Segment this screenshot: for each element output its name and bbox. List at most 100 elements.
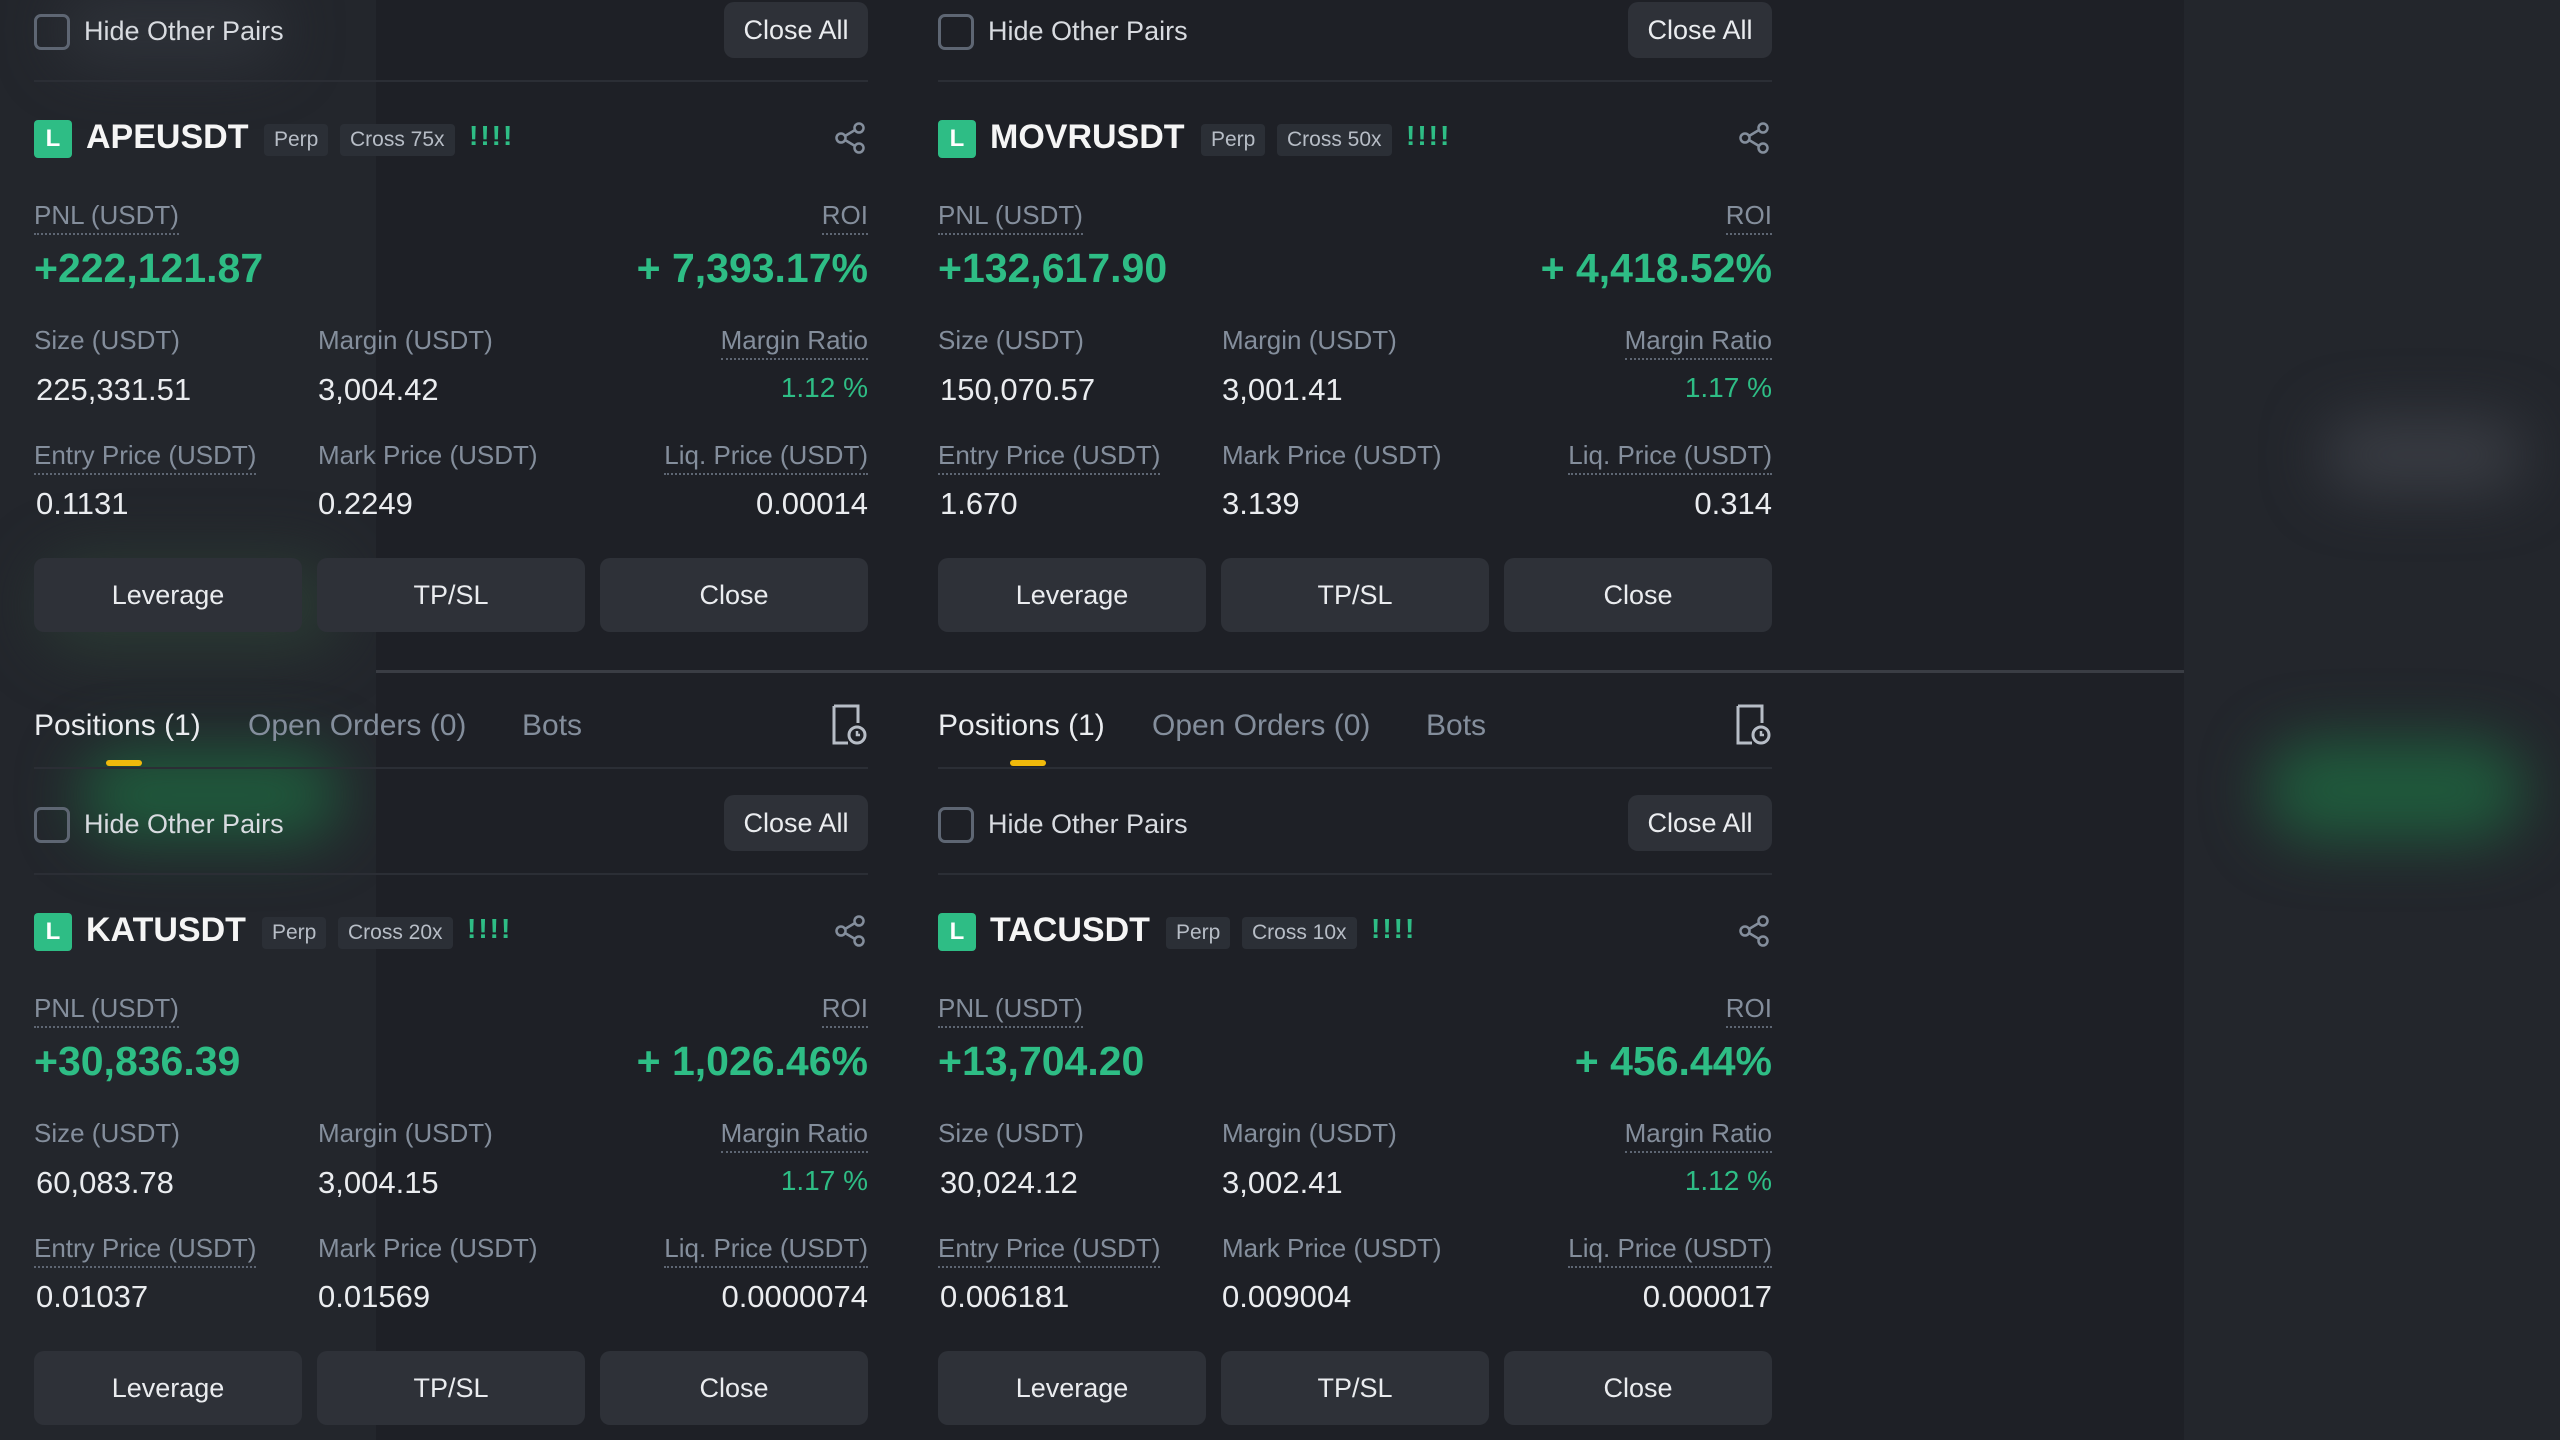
cross-leverage-tag[interactable]: Cross 50x bbox=[1277, 124, 1392, 156]
margin-ratio-label: Margin Ratio bbox=[1624, 325, 1772, 360]
liq-price-label: Liq. Price (USDT) bbox=[664, 440, 868, 475]
symbol-name[interactable]: APEUSDT bbox=[86, 118, 249, 156]
cross-leverage-tag[interactable]: Cross 75x bbox=[340, 124, 455, 156]
liq-price-label: Liq. Price (USDT) bbox=[1568, 1233, 1772, 1268]
adl-indicator: !!!! bbox=[469, 120, 515, 151]
position-toolbar: Hide Other Pairs Close All bbox=[34, 2, 868, 82]
close-all-button[interactable]: Close All bbox=[724, 2, 868, 58]
close-all-button[interactable]: Close All bbox=[1628, 795, 1772, 851]
hide-other-pairs-checkbox[interactable] bbox=[938, 14, 974, 50]
pnl-value: +132,617.90 bbox=[938, 245, 1168, 291]
entry-price-label: Entry Price (USDT) bbox=[938, 440, 1161, 475]
margin-label: Margin (USDT) bbox=[1222, 325, 1397, 355]
position-panel: Hide Other Pairs Close All L MOVRUSDT Pe… bbox=[904, 0, 1808, 670]
roi-label: ROI bbox=[821, 200, 868, 235]
size-label: Size (USDT) bbox=[34, 325, 180, 355]
margin-value: 3,004.15 bbox=[318, 1165, 439, 1200]
share-icon[interactable] bbox=[832, 120, 868, 156]
close-position-button[interactable]: Close bbox=[600, 1351, 868, 1425]
hide-other-pairs-label: Hide Other Pairs bbox=[84, 809, 284, 839]
size-label: Size (USDT) bbox=[938, 325, 1084, 355]
close-all-button[interactable]: Close All bbox=[724, 795, 868, 851]
liq-price-label: Liq. Price (USDT) bbox=[1568, 440, 1772, 475]
close-all-button[interactable]: Close All bbox=[1628, 2, 1772, 58]
close-position-button[interactable]: Close bbox=[1504, 1351, 1772, 1425]
tab-positions[interactable]: Positions (1) bbox=[938, 709, 1105, 742]
size-value: 30,024.12 bbox=[940, 1165, 1078, 1200]
symbol-row: L TACUSDT Perp Cross 10x !!!! bbox=[938, 911, 1772, 961]
share-icon[interactable] bbox=[1736, 913, 1772, 949]
symbol-name[interactable]: MOVRUSDT bbox=[990, 118, 1185, 156]
position-details: PNL (USDT) ROI +132,617.90 + 4,418.52% S… bbox=[938, 0, 1772, 670]
perp-tag: Perp bbox=[1201, 124, 1266, 156]
symbol-row: L KATUSDT Perp Cross 20x !!!! bbox=[34, 911, 868, 961]
positions-collage bbox=[376, 0, 2184, 1440]
size-value: 60,083.78 bbox=[36, 1165, 174, 1200]
pnl-value: +222,121.87 bbox=[34, 245, 264, 291]
tpsl-button[interactable]: TP/SL bbox=[317, 558, 585, 632]
share-icon[interactable] bbox=[1736, 120, 1772, 156]
tpsl-button[interactable]: TP/SL bbox=[1221, 1351, 1489, 1425]
long-badge: L bbox=[938, 120, 976, 158]
tab-bar: Positions (1) Open Orders (0) Bots bbox=[34, 673, 868, 769]
margin-ratio-value: 1.17 % bbox=[1684, 372, 1772, 403]
tab-open-orders[interactable]: Open Orders (0) bbox=[1152, 709, 1371, 742]
position-details: PNL (USDT) ROI +30,836.39 + 1,026.46% Si… bbox=[34, 673, 868, 1440]
mark-price-label: Mark Price (USDT) bbox=[318, 1233, 538, 1263]
leverage-button[interactable]: Leverage bbox=[938, 1351, 1206, 1425]
margin-value: 3,004.42 bbox=[318, 372, 439, 407]
position-toolbar: Hide Other Pairs Close All bbox=[938, 2, 1772, 82]
position-panel: Positions (1) Open Orders (0) Bots Hide … bbox=[0, 673, 904, 1440]
mark-price-label: Mark Price (USDT) bbox=[1222, 440, 1442, 470]
cross-leverage-tag[interactable]: Cross 20x bbox=[338, 917, 453, 949]
adl-indicator: !!!! bbox=[1371, 913, 1417, 944]
close-position-button[interactable]: Close bbox=[600, 558, 868, 632]
liq-price-value: 0.314 bbox=[1694, 486, 1772, 521]
entry-price-value: 0.006181 bbox=[940, 1279, 1070, 1314]
position-panel: Positions (1) Open Orders (0) Bots Hide … bbox=[904, 673, 1808, 1440]
adl-indicator: !!!! bbox=[1406, 120, 1452, 151]
perp-tag: Perp bbox=[264, 124, 329, 156]
close-position-button[interactable]: Close bbox=[1504, 558, 1772, 632]
leverage-button[interactable]: Leverage bbox=[34, 1351, 302, 1425]
entry-price-value: 0.01037 bbox=[36, 1279, 149, 1314]
liq-price-value: 0.0000074 bbox=[721, 1279, 868, 1314]
tab-bots[interactable]: Bots bbox=[1426, 709, 1487, 742]
long-badge: L bbox=[34, 120, 72, 158]
symbol-name[interactable]: TACUSDT bbox=[990, 911, 1150, 949]
long-badge: L bbox=[938, 913, 976, 951]
adl-indicator: !!!! bbox=[467, 913, 513, 944]
hide-other-pairs-checkbox[interactable] bbox=[938, 807, 974, 843]
pnl-label: PNL (USDT) bbox=[34, 200, 179, 235]
position-toolbar: Hide Other Pairs Close All bbox=[938, 795, 1772, 875]
entry-price-label: Entry Price (USDT) bbox=[938, 1233, 1161, 1268]
size-label: Size (USDT) bbox=[938, 1118, 1084, 1148]
mark-price-value: 0.009004 bbox=[1222, 1279, 1352, 1314]
order-history-icon[interactable] bbox=[828, 703, 868, 747]
position-panel: Hide Other Pairs Close All L APEUSDT Per… bbox=[0, 0, 904, 670]
mark-price-value: 3.139 bbox=[1222, 486, 1300, 521]
share-icon[interactable] bbox=[832, 913, 868, 949]
symbol-row: L APEUSDT Perp Cross 75x !!!! bbox=[34, 118, 868, 168]
margin-ratio-value: 1.12 % bbox=[780, 372, 868, 403]
tab-open-orders[interactable]: Open Orders (0) bbox=[248, 709, 467, 742]
order-history-icon[interactable] bbox=[1732, 703, 1772, 747]
symbol-name[interactable]: KATUSDT bbox=[86, 911, 246, 949]
margin-ratio-label: Margin Ratio bbox=[720, 325, 868, 360]
mark-price-value: 0.2249 bbox=[318, 486, 413, 521]
tab-bots[interactable]: Bots bbox=[522, 709, 583, 742]
size-value: 225,331.51 bbox=[36, 372, 192, 407]
margin-value: 3,002.41 bbox=[1222, 1165, 1343, 1200]
hide-other-pairs-checkbox[interactable] bbox=[34, 14, 70, 50]
mark-price-value: 0.01569 bbox=[318, 1279, 431, 1314]
roi-value: + 4,418.52% bbox=[1540, 245, 1772, 291]
active-tab-indicator bbox=[106, 760, 142, 766]
tab-bar: Positions (1) Open Orders (0) Bots bbox=[938, 673, 1772, 769]
hide-other-pairs-checkbox[interactable] bbox=[34, 807, 70, 843]
leverage-button[interactable]: Leverage bbox=[938, 558, 1206, 632]
tab-positions[interactable]: Positions (1) bbox=[34, 709, 201, 742]
cross-leverage-tag[interactable]: Cross 10x bbox=[1242, 917, 1357, 949]
tpsl-button[interactable]: TP/SL bbox=[317, 1351, 585, 1425]
tpsl-button[interactable]: TP/SL bbox=[1221, 558, 1489, 632]
leverage-button[interactable]: Leverage bbox=[34, 558, 302, 632]
